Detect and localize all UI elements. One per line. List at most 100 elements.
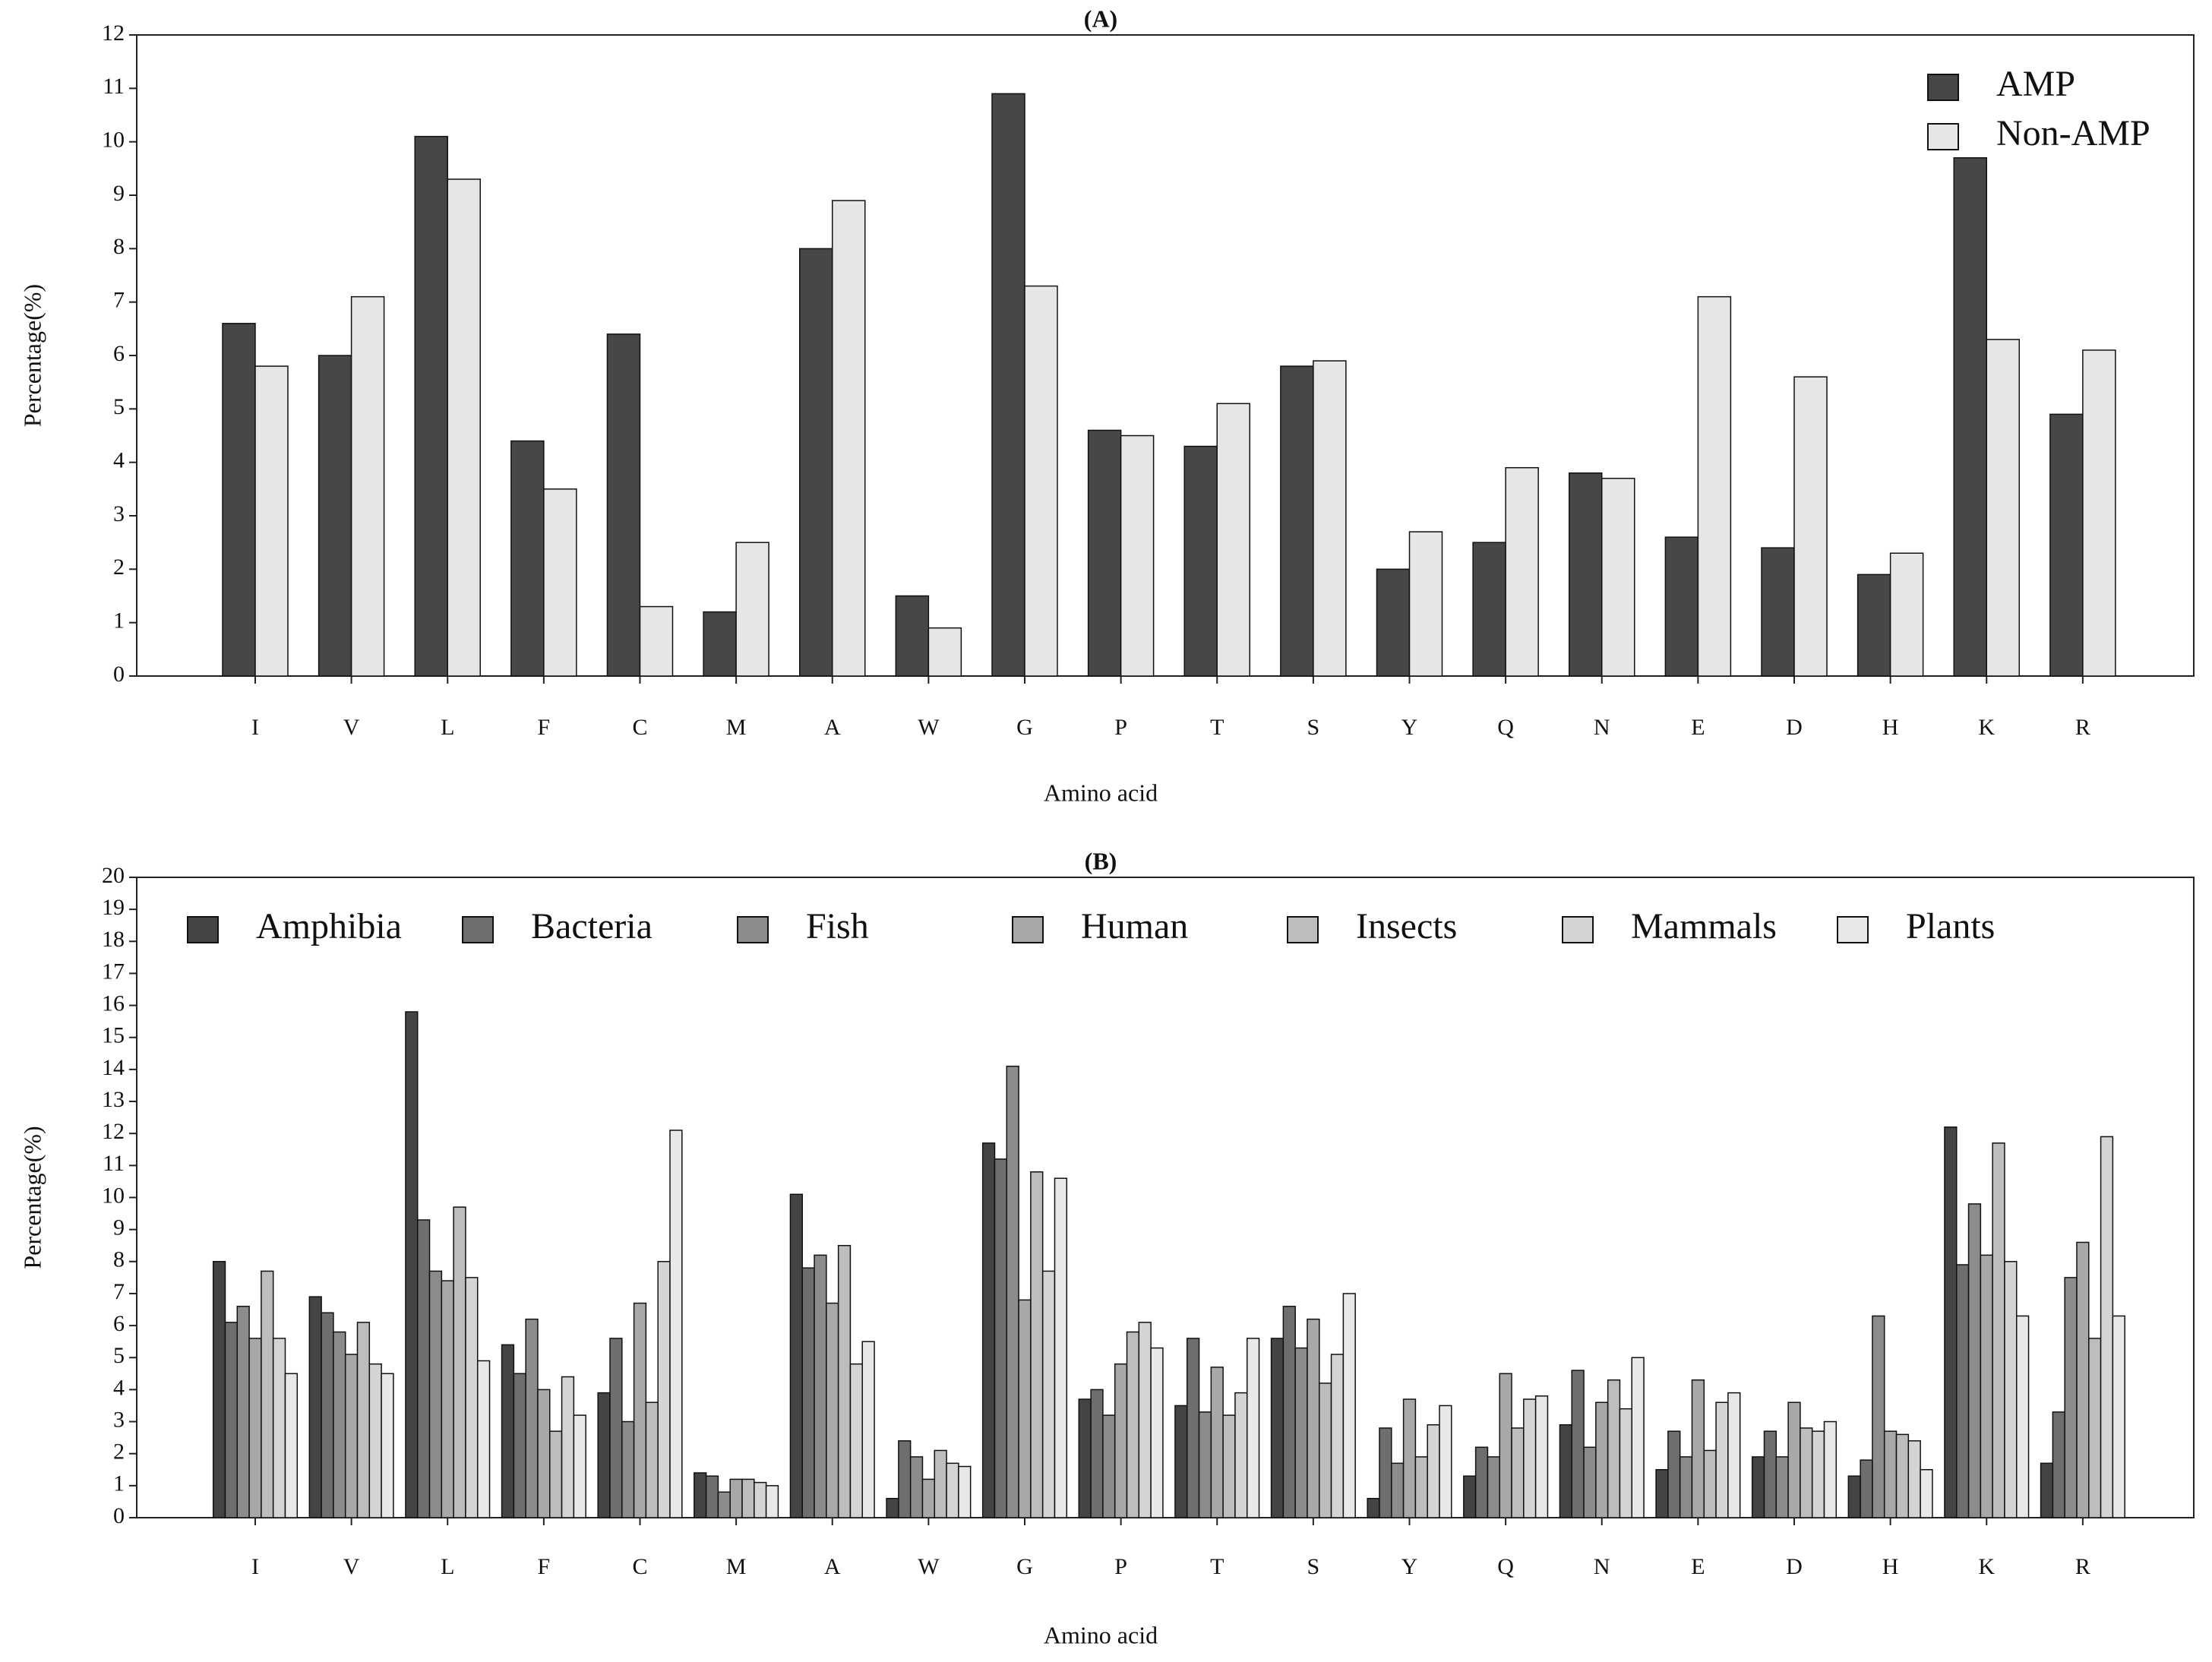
- bar: [573, 1414, 586, 1518]
- legend-swatch: [1562, 916, 1594, 943]
- x-tick-label: C: [632, 1554, 647, 1579]
- x-tick-label: Q: [1497, 715, 1514, 740]
- y-tick-label: 1: [113, 1471, 125, 1496]
- y-tick-label: 7: [113, 288, 125, 313]
- bar: [1319, 1382, 1332, 1518]
- bar: [1114, 1363, 1128, 1518]
- bar: [2112, 1315, 2125, 1518]
- bar: [261, 1270, 274, 1518]
- x-tick-label: W: [918, 715, 940, 740]
- bar: [1391, 1462, 1405, 1518]
- bar: [994, 1158, 1008, 1518]
- y-tick-label: 8: [113, 1247, 125, 1272]
- bar: [1210, 1367, 1224, 1518]
- y-tick-label: 9: [113, 181, 125, 206]
- bar: [1986, 339, 2021, 677]
- bar: [754, 1481, 767, 1518]
- bar: [1956, 1264, 1970, 1518]
- legend-label: Insects: [1356, 906, 1457, 946]
- bar: [1534, 1395, 1549, 1518]
- bar: [318, 355, 352, 677]
- bar: [1414, 1456, 1428, 1518]
- y-tick-label: 6: [113, 1311, 125, 1336]
- bar: [814, 1254, 827, 1518]
- x-tick-label: N: [1594, 715, 1610, 740]
- y-tick-label: 11: [103, 1151, 125, 1176]
- x-tick-label: N: [1594, 1554, 1610, 1579]
- bar: [1342, 1293, 1356, 1518]
- x-tick-label: A: [824, 715, 841, 740]
- y-tick-label: 14: [102, 1055, 125, 1080]
- legend-label: Bacteria: [531, 906, 653, 946]
- bar: [1800, 1427, 1813, 1518]
- bar: [1511, 1427, 1525, 1518]
- bar: [669, 1130, 683, 1518]
- bar: [1883, 1430, 1898, 1518]
- legend-label: Human: [1081, 906, 1188, 946]
- x-tick-label: R: [2075, 1554, 2090, 1579]
- bar: [946, 1462, 959, 1518]
- bar: [416, 1219, 431, 1518]
- x-tick-label: I: [251, 715, 259, 740]
- legend-swatch: [1012, 916, 1044, 943]
- bar: [1427, 1424, 1440, 1518]
- bar: [645, 1401, 659, 1518]
- bar: [1715, 1401, 1729, 1518]
- bar: [991, 93, 1025, 677]
- bar: [525, 1318, 539, 1518]
- y-tick-label: 4: [113, 1375, 125, 1400]
- bar: [1090, 1389, 1104, 1518]
- bar: [2088, 1338, 2102, 1518]
- bar: [1102, 1414, 1116, 1518]
- bar: [1138, 1322, 1152, 1518]
- bar: [1078, 1398, 1092, 1518]
- x-tick-label: D: [1786, 1554, 1803, 1579]
- bar: [1568, 472, 1603, 677]
- bar: [344, 1354, 359, 1518]
- x-tick-label: P: [1114, 715, 1127, 740]
- y-tick-label: 3: [113, 1407, 125, 1432]
- y-tick-label: 9: [113, 1215, 125, 1240]
- bar: [831, 200, 866, 677]
- legend-label: Plants: [1906, 906, 1995, 946]
- x-tick-label: E: [1691, 1554, 1705, 1579]
- bar: [1474, 1446, 1489, 1518]
- x-tick-label: P: [1114, 1554, 1127, 1579]
- x-tick-label: G: [1016, 715, 1033, 740]
- bar: [1183, 445, 1218, 677]
- bar: [837, 1244, 852, 1518]
- bar: [1234, 1392, 1248, 1518]
- bar: [1499, 1373, 1512, 1518]
- y-tick-label: 16: [102, 991, 125, 1016]
- bar: [308, 1296, 322, 1518]
- bar: [1216, 403, 1250, 677]
- bar: [1583, 1446, 1597, 1518]
- y-tick-label: 1: [113, 608, 125, 634]
- bar: [1847, 1475, 1861, 1518]
- bar: [1126, 1331, 1140, 1518]
- bar: [1889, 552, 1924, 677]
- bar: [1120, 434, 1155, 677]
- bar: [2049, 413, 2084, 677]
- x-tick-label: V: [343, 715, 360, 740]
- x-tick-label: T: [1210, 715, 1224, 740]
- bar: [1944, 1126, 1958, 1518]
- x-tick-label: G: [1016, 1554, 1033, 1579]
- x-tick-label: S: [1307, 1554, 1320, 1579]
- x-tick-label: S: [1307, 715, 1320, 740]
- bar: [1186, 1338, 1200, 1518]
- bar: [729, 1478, 743, 1518]
- bar: [826, 1302, 839, 1518]
- y-tick-label: 19: [102, 895, 125, 920]
- bar: [1024, 285, 1058, 677]
- bar: [513, 1373, 526, 1518]
- y-tick-label: 2: [113, 555, 125, 580]
- x-axis-label: Amino acid: [1044, 1621, 1158, 1648]
- bar: [789, 1193, 803, 1518]
- y-tick-label: 0: [113, 662, 125, 687]
- y-tick-label: 12: [102, 21, 125, 46]
- bar: [2004, 1261, 2018, 1518]
- bar: [1992, 1142, 2005, 1518]
- x-tick-label: T: [1210, 1554, 1224, 1579]
- bar: [1793, 376, 1828, 677]
